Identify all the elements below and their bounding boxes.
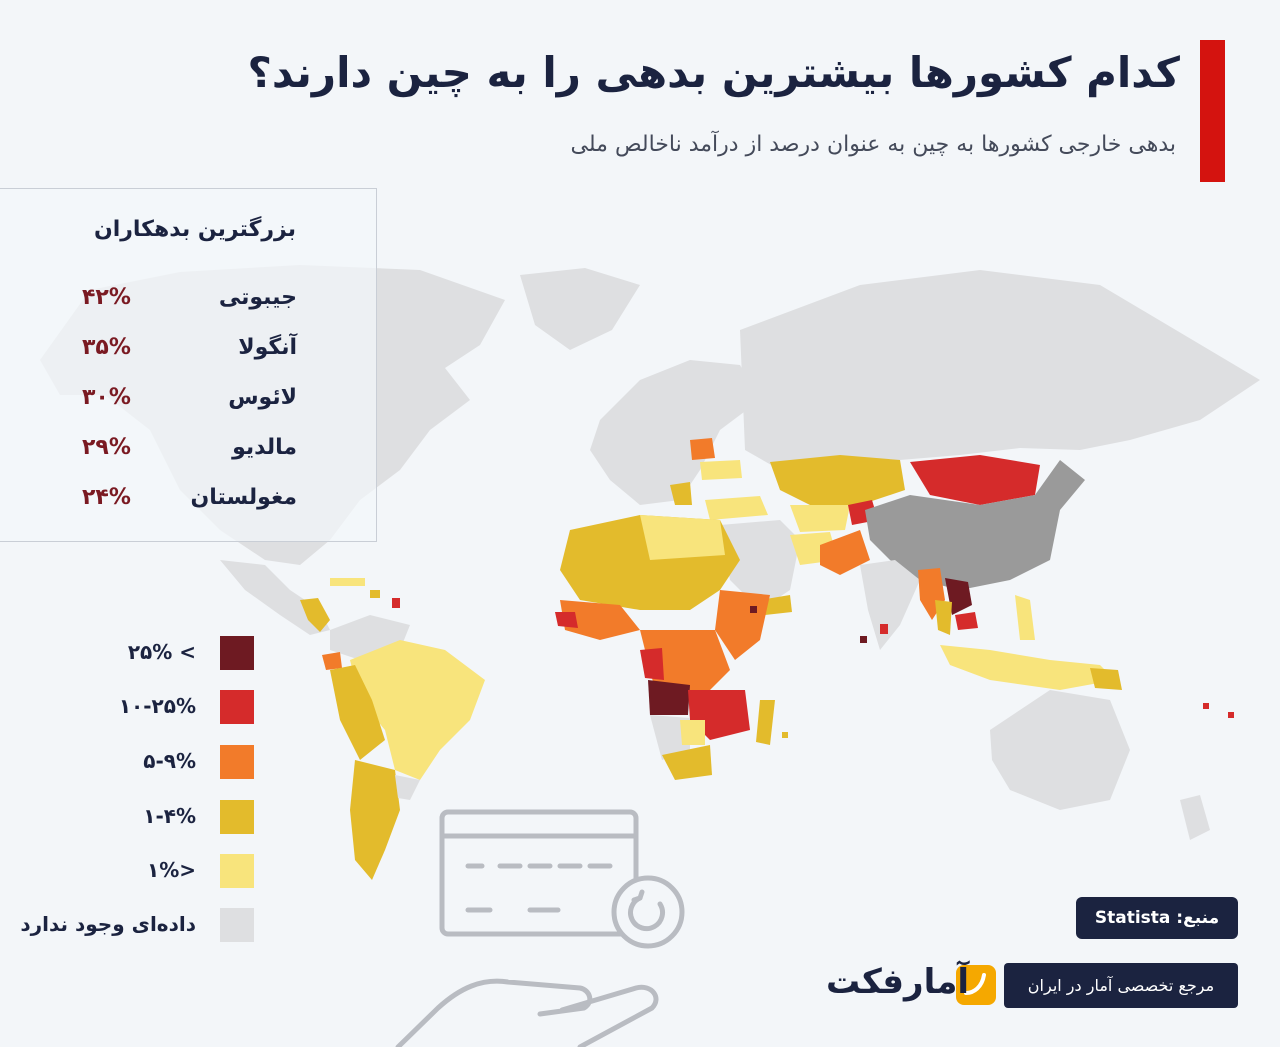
- uzbek-turkmen: [790, 505, 850, 532]
- legend-item: ۱-۴%: [0, 800, 260, 836]
- legend-label: ۵-۹%: [143, 749, 196, 773]
- peru-bolivia: [330, 665, 385, 760]
- south-africa: [662, 745, 712, 780]
- top-debtors-title: بزرگترین بدهکاران: [93, 217, 296, 242]
- hand-icon: [395, 978, 659, 1047]
- pacific-islands-2: [1228, 712, 1234, 718]
- caribbean-2: [392, 598, 400, 608]
- brand-logo-text: آمارفکت: [826, 962, 970, 1002]
- mauritius: [782, 732, 788, 738]
- legend-item: ۵-۹%: [0, 745, 260, 781]
- sri-lanka: [880, 624, 888, 634]
- card-and-hand-illustration: [395, 809, 685, 1047]
- australia: [990, 690, 1130, 810]
- ukraine: [700, 460, 742, 480]
- brazil: [350, 640, 485, 780]
- legend-swatch: [220, 854, 254, 888]
- russia: [740, 270, 1260, 470]
- debtor-country: جیبوتی: [218, 285, 297, 310]
- new-zealand: [1180, 795, 1210, 840]
- brand-tagline: مرجع تخصصی آمار در ایران: [1004, 963, 1238, 1008]
- mexico: [220, 560, 330, 635]
- caribbean-1: [370, 590, 380, 598]
- india: [860, 560, 920, 650]
- debtor-country: مالدیو: [232, 435, 297, 460]
- legend-label: داده‌ای وجود ندارد: [20, 912, 196, 936]
- central-america: [300, 598, 330, 632]
- debtor-value: ۳۰%: [82, 385, 131, 410]
- legend-swatch: [220, 908, 254, 942]
- west-africa: [560, 600, 640, 640]
- legend-label: ۱۰-۲۵%: [118, 694, 196, 718]
- debtor-country: آنگولا: [238, 335, 297, 360]
- egypt-libya: [640, 515, 725, 560]
- legend-label: ۱-۴%: [143, 804, 196, 828]
- china: [865, 460, 1085, 590]
- title-accent-bar: [1200, 40, 1225, 182]
- balkans: [670, 482, 692, 505]
- pacific-islands-1: [1203, 703, 1209, 709]
- legend-swatch: [220, 690, 254, 724]
- legend-label: > ۲۵%: [127, 640, 196, 664]
- refresh-icon: [611, 875, 685, 949]
- debtor-row: لائوس ۳۰%: [0, 381, 377, 421]
- mongolia: [910, 455, 1040, 505]
- debtor-row: جیبوتی ۴۲%: [0, 281, 377, 321]
- debtor-row: آنگولا ۳۵%: [0, 331, 377, 371]
- cambodia: [955, 612, 978, 630]
- indonesia: [940, 645, 1115, 690]
- legend-item: <۱%: [0, 854, 260, 890]
- turkey: [705, 496, 768, 520]
- uruguay: [395, 775, 420, 800]
- debtor-value: ۳۵%: [82, 335, 131, 360]
- legend-item: داده‌ای وجود ندارد: [0, 908, 260, 944]
- ecuador: [322, 652, 342, 670]
- debtor-row: مغولستان ۲۴%: [0, 481, 377, 521]
- kazakhstan: [770, 455, 905, 505]
- thailand: [935, 600, 952, 635]
- brand-logo-icon: [956, 965, 996, 1005]
- debtor-value: ۲۴%: [82, 485, 131, 510]
- belarus: [690, 438, 715, 460]
- legend-swatch: [220, 636, 254, 670]
- top-debtors-panel: بزرگترین بدهکاران جیبوتی ۴۲% آنگولا ۳۵% …: [0, 188, 377, 542]
- legend-swatch: [220, 745, 254, 779]
- europe: [590, 360, 760, 505]
- pakistan: [820, 530, 870, 575]
- page-subtitle: بدهی خارجی کشورها به چین به عنوان درصد ا…: [570, 132, 1176, 157]
- legend-swatch: [220, 800, 254, 834]
- debtor-value: ۲۹%: [82, 435, 131, 460]
- debtor-value: ۴۲%: [82, 285, 131, 310]
- zimbabwe: [680, 720, 705, 745]
- source-badge: منبع: Statista: [1076, 897, 1238, 939]
- papua-new-guinea: [1090, 668, 1122, 690]
- legend-label: <۱%: [146, 858, 196, 882]
- credit-card-icon: [439, 809, 639, 937]
- debtor-country: لائوس: [228, 385, 297, 410]
- cuba: [330, 578, 365, 586]
- argentina-chile: [350, 760, 400, 880]
- philippines: [1015, 595, 1035, 640]
- congo: [640, 648, 664, 680]
- guinea: [555, 612, 578, 628]
- namibia-botswana: [650, 715, 690, 760]
- legend-item: ۱۰-۲۵%: [0, 690, 260, 726]
- maldives: [860, 636, 867, 643]
- angola: [648, 680, 690, 715]
- debtor-country: مغولستان: [190, 485, 298, 510]
- horn-of-africa: [715, 590, 770, 660]
- page-title: کدام کشورها بیشترین بدهی را به چین دارند…: [247, 48, 1180, 97]
- djibouti: [750, 606, 757, 613]
- madagascar: [756, 700, 775, 745]
- middle-east: [720, 520, 800, 610]
- debtor-row: مالدیو ۲۹%: [0, 431, 377, 471]
- legend-item: > ۲۵%: [0, 636, 260, 672]
- greenland: [520, 268, 640, 350]
